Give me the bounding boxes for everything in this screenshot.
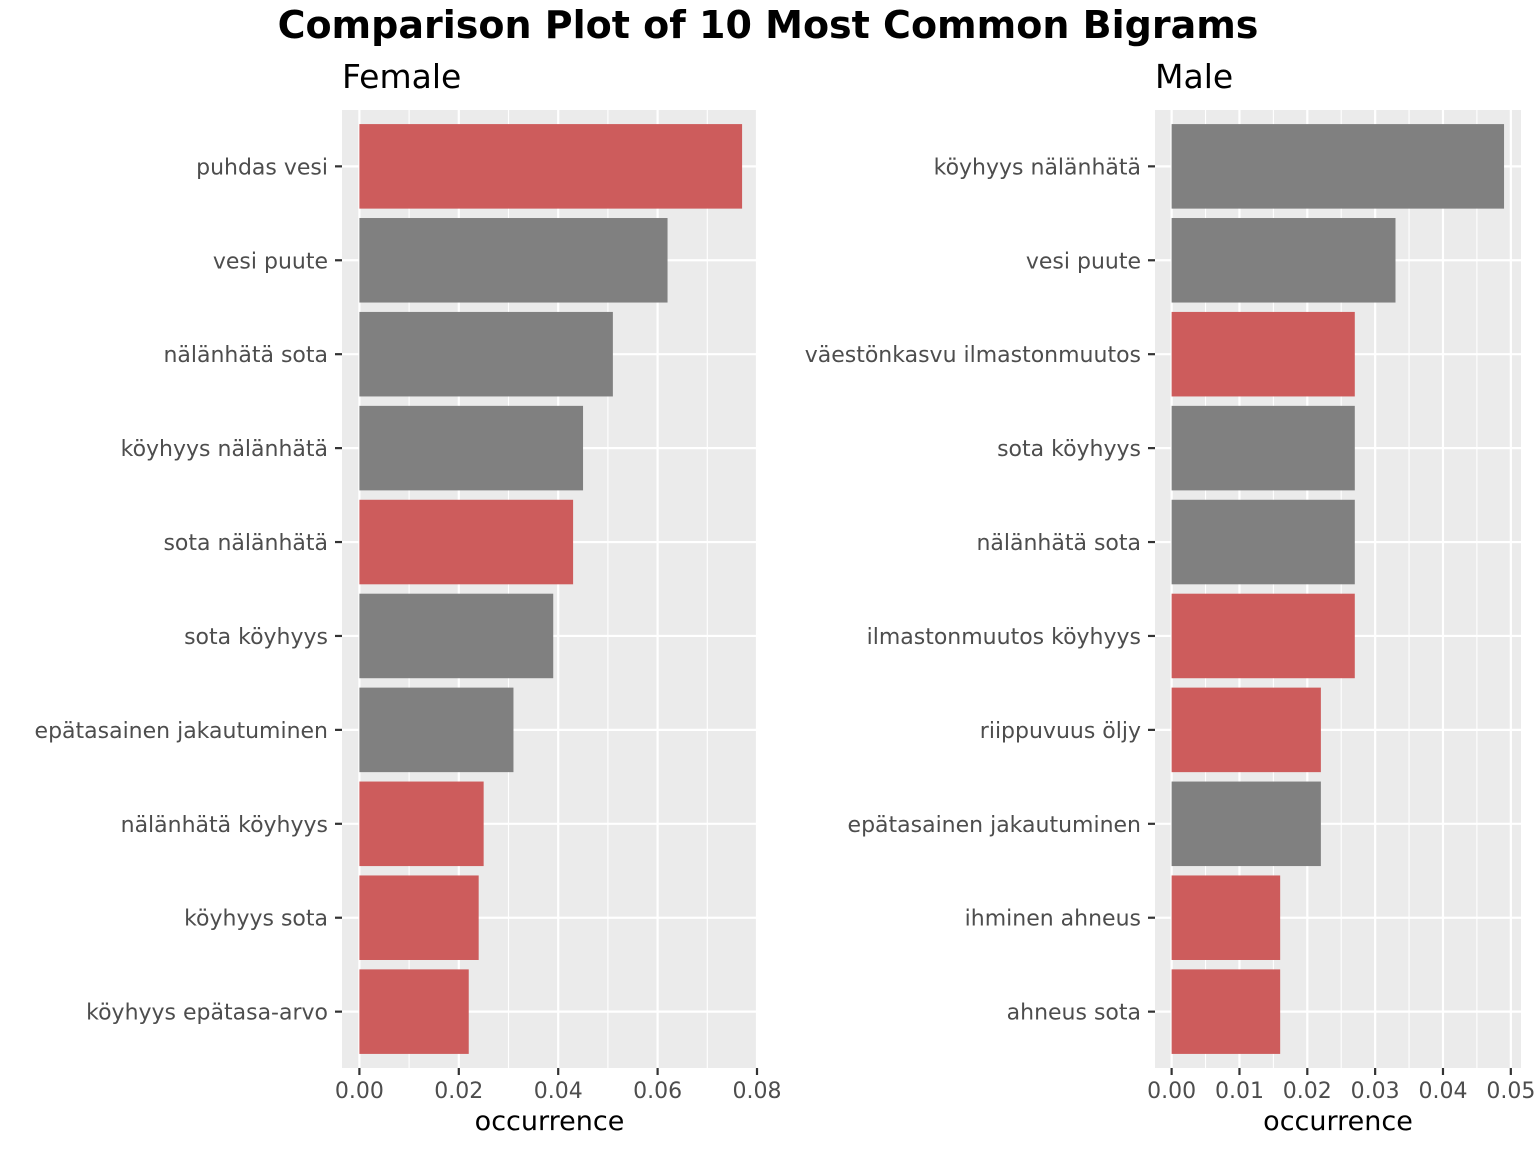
y-tick-label: sota nälänhätä bbox=[163, 531, 328, 556]
y-tick-label: epätasainen jakautuminen bbox=[35, 719, 328, 744]
bar bbox=[1171, 781, 1321, 867]
x-tick-label: 0.04 bbox=[534, 1079, 583, 1104]
y-tick-label: vesi puute bbox=[1026, 249, 1141, 274]
y-tick-label: väestönkasvu ilmastonmuutos bbox=[805, 343, 1141, 368]
x-tick-label: 0.03 bbox=[1351, 1079, 1400, 1104]
y-tick-label: köyhyys epätasa-arvo bbox=[86, 1001, 328, 1026]
y-tick-label: vesi puute bbox=[213, 249, 328, 274]
bar bbox=[359, 969, 469, 1054]
bar bbox=[359, 687, 514, 773]
bar bbox=[359, 405, 584, 491]
bar bbox=[1171, 311, 1355, 397]
chart-title: Comparison Plot of 10 Most Common Bigram… bbox=[278, 3, 1259, 47]
y-tick-label: riippuvuus öljy bbox=[980, 719, 1141, 744]
bar bbox=[1171, 405, 1355, 491]
x-tick-label: 0.01 bbox=[1215, 1079, 1264, 1104]
bar bbox=[1171, 687, 1321, 773]
x-tick-label: 0.05 bbox=[1486, 1079, 1535, 1104]
x-tick-label: 0.00 bbox=[335, 1079, 384, 1104]
x-tick-label: 0.02 bbox=[1283, 1079, 1332, 1104]
panel-subtitle: Female bbox=[342, 57, 461, 96]
panel-subtitle: Male bbox=[1155, 57, 1233, 96]
panel-female: Female puhdas vesi vesi puute nälänhätä sot… bbox=[35, 57, 782, 1137]
y-tick-label: sota köyhyys bbox=[997, 437, 1141, 462]
y-tick-label: köyhyys nälänhätä bbox=[934, 155, 1141, 180]
y-tick-label: nälänhätä sota bbox=[976, 531, 1141, 556]
bar bbox=[1171, 499, 1355, 585]
y-tick-label: ihminen ahneus bbox=[965, 907, 1141, 932]
bar bbox=[359, 124, 743, 209]
y-tick-label: nälänhätä sota bbox=[163, 343, 328, 368]
bar bbox=[359, 218, 668, 303]
bar bbox=[359, 593, 554, 679]
bar bbox=[1171, 875, 1281, 960]
y-tick-label: sota köyhyys bbox=[184, 625, 328, 650]
bar bbox=[359, 499, 574, 585]
y-tick-label: ahneus sota bbox=[1007, 1001, 1141, 1026]
panel-male: Male köyhyys nälänhätä vesi puute väestönka… bbox=[805, 57, 1536, 1137]
y-tick-label: puhdas vesi bbox=[196, 155, 328, 180]
bar bbox=[1171, 218, 1396, 303]
x-tick-label: 0.06 bbox=[633, 1079, 682, 1104]
bar bbox=[1171, 593, 1355, 679]
x-axis-title: occurrence bbox=[1263, 1106, 1413, 1137]
bar bbox=[1171, 969, 1281, 1054]
x-axis-title: occurrence bbox=[475, 1106, 625, 1137]
y-tick-label: köyhyys nälänhätä bbox=[121, 437, 328, 462]
x-tick-label: 0.00 bbox=[1147, 1079, 1196, 1104]
bar bbox=[359, 875, 479, 960]
x-tick-label: 0.02 bbox=[434, 1079, 483, 1104]
y-tick-label: epätasainen jakautuminen bbox=[848, 813, 1141, 838]
y-tick-label: nälänhätä köyhyys bbox=[121, 813, 328, 838]
bar bbox=[359, 311, 613, 397]
x-tick-label: 0.04 bbox=[1418, 1079, 1467, 1104]
x-tick-label: 0.08 bbox=[733, 1079, 782, 1104]
y-tick-label: ilmastonmuutos köyhyys bbox=[867, 625, 1141, 650]
bar bbox=[1171, 124, 1505, 209]
bar bbox=[359, 781, 484, 867]
y-tick-label: köyhyys sota bbox=[184, 907, 328, 932]
